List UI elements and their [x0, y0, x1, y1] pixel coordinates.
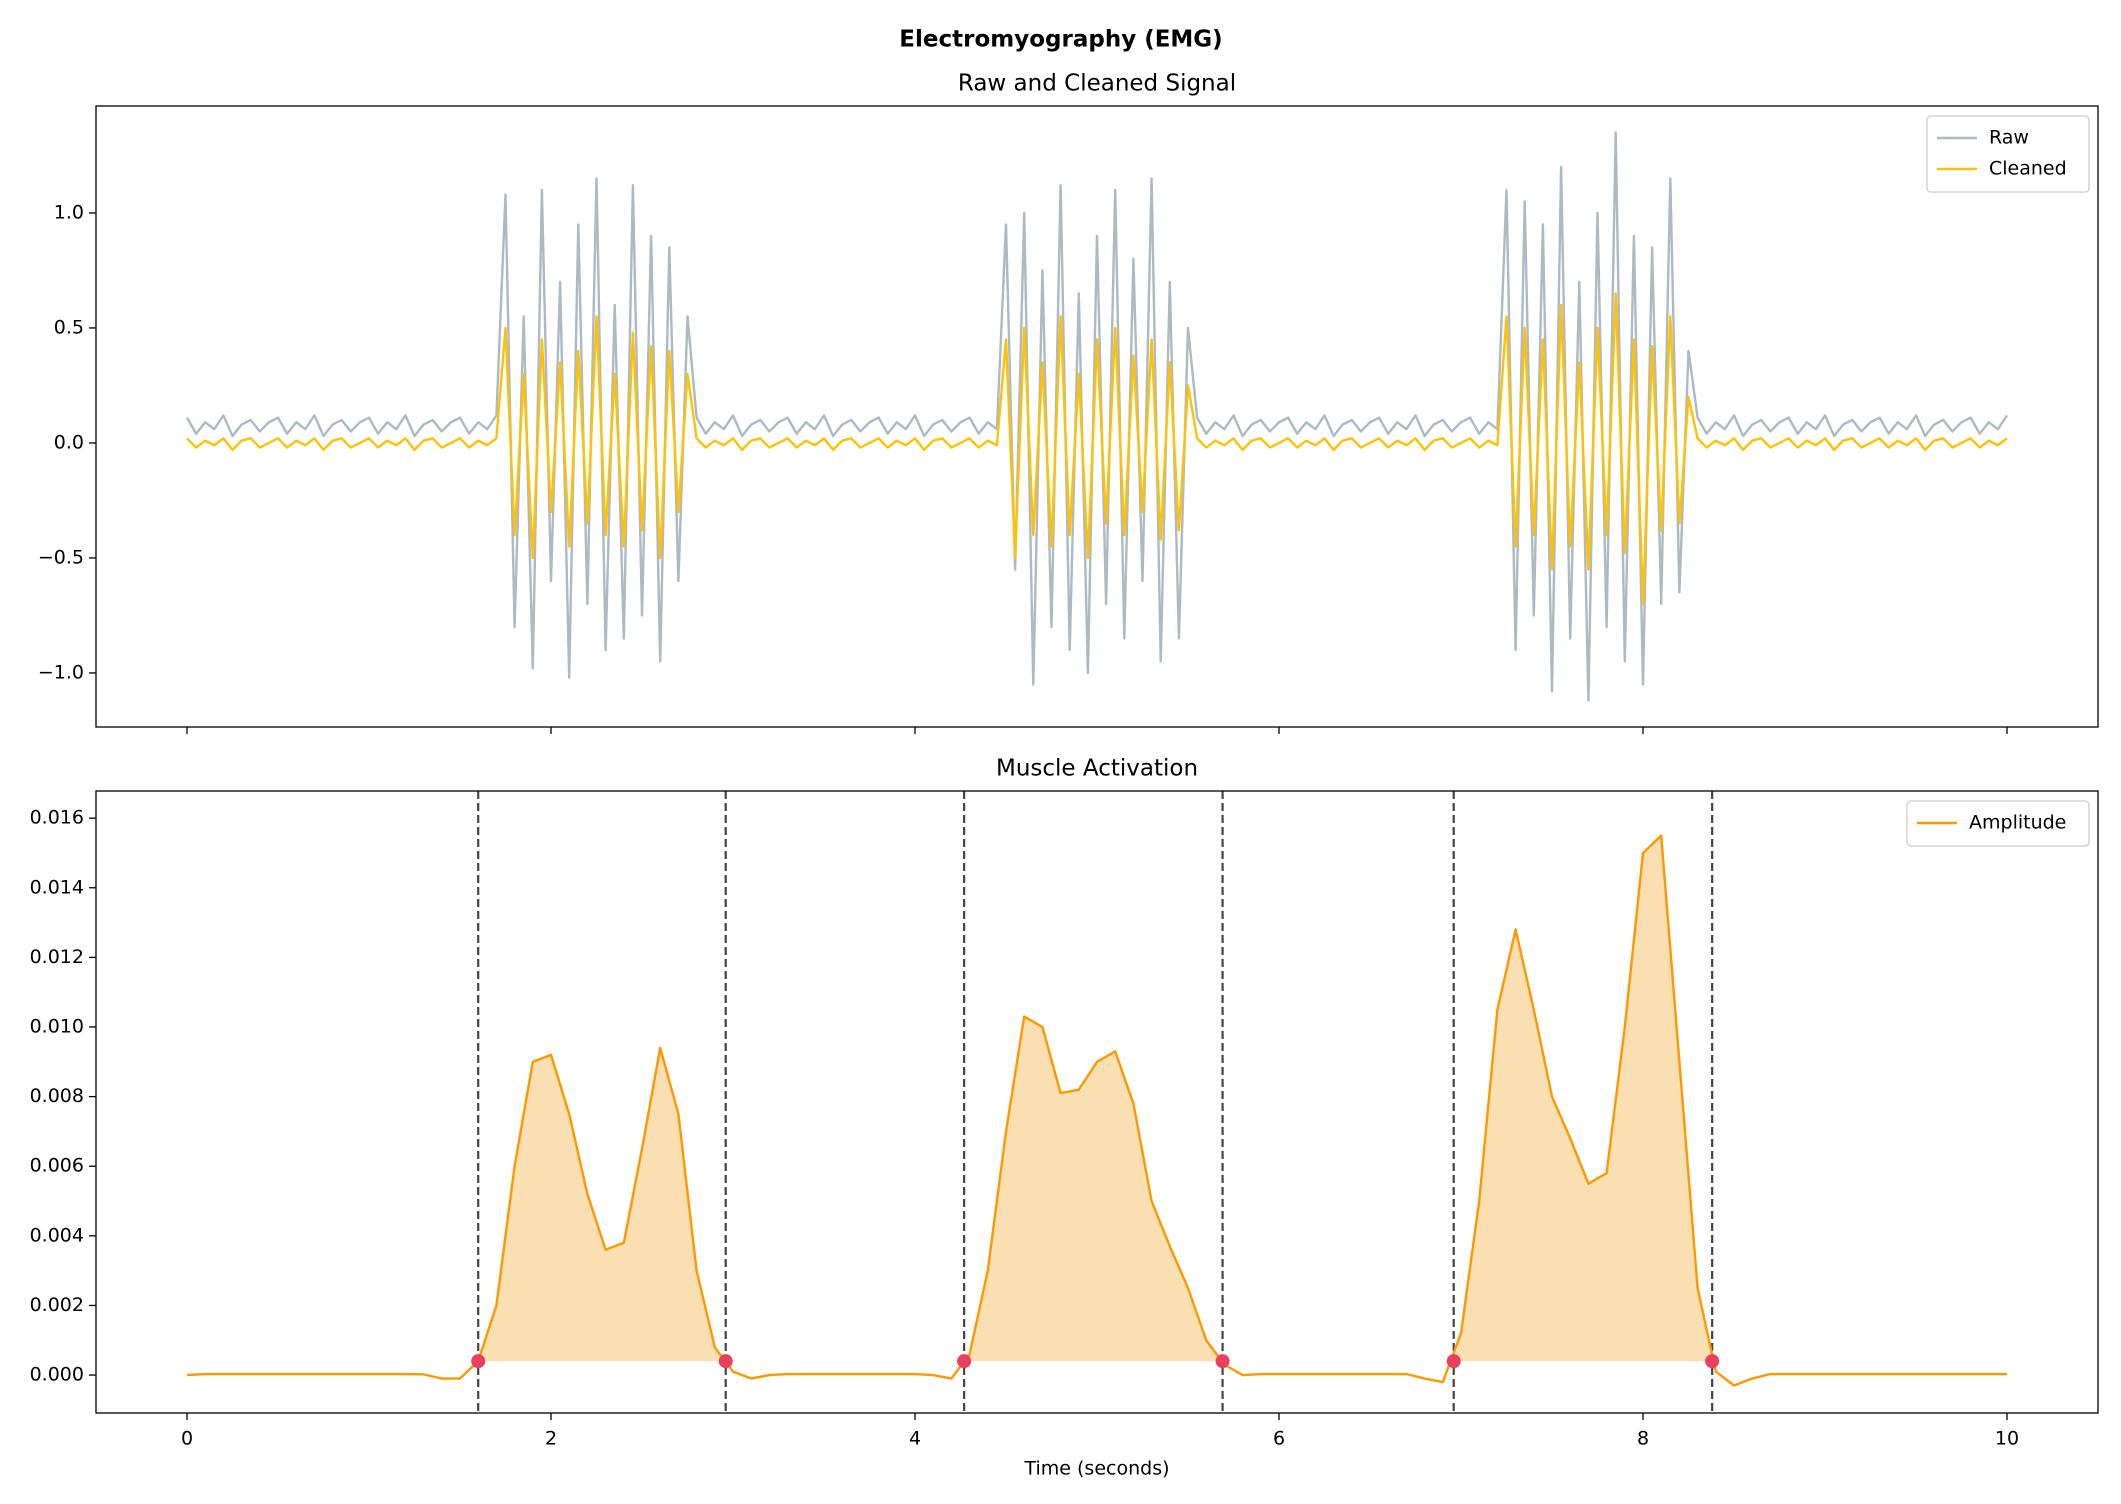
- y-tick-label: 0.002: [30, 1294, 84, 1316]
- legend-label: Raw: [1989, 127, 2029, 149]
- y-tick-label: −1.0: [38, 661, 84, 683]
- y-tick-label: 0.008: [30, 1085, 84, 1107]
- y-tick-label: 1.0: [54, 201, 84, 223]
- onset-marker: [957, 1354, 972, 1369]
- onset-marker: [1446, 1354, 1461, 1369]
- activation-fill: [964, 1016, 1223, 1362]
- activation-fill: [1453, 835, 1713, 1362]
- y-tick-label: 0.010: [30, 1015, 84, 1037]
- y-tick-label: 0.012: [30, 946, 84, 968]
- activation-fill: [478, 1047, 726, 1362]
- x-tick-label: 10: [1995, 1428, 2019, 1450]
- legend-box: [1926, 115, 2090, 193]
- series-line: [186, 834, 2007, 1387]
- x-tick-label: 8: [1637, 1428, 1649, 1450]
- subplot-title: Muscle Activation: [996, 756, 1198, 782]
- series-line: [185, 131, 2009, 702]
- y-tick-label: 0.006: [30, 1155, 84, 1177]
- y-tick-label: 0.016: [30, 807, 84, 829]
- onset-marker: [718, 1354, 733, 1369]
- x-tick-label: 6: [1273, 1428, 1285, 1450]
- subplot-title: Raw and Cleaned Signal: [958, 71, 1236, 97]
- y-tick-label: 0.0: [54, 431, 84, 453]
- legend-label: Amplitude: [1969, 812, 2066, 834]
- y-tick-label: 0.014: [30, 876, 84, 898]
- onset-marker: [1705, 1354, 1720, 1369]
- figure-title: Electromyography (EMG): [899, 27, 1222, 53]
- x-tick-label: 2: [545, 1428, 557, 1450]
- x-tick-label: 4: [909, 1428, 921, 1450]
- legend-box: [1906, 800, 2090, 847]
- onset-marker: [1215, 1354, 1230, 1369]
- series-line: [186, 292, 2008, 606]
- y-tick-label: 0.5: [54, 316, 84, 338]
- y-tick-label: 0.004: [30, 1224, 84, 1246]
- x-axis-label: Time (seconds): [1023, 1458, 1169, 1480]
- x-tick-label: 0: [181, 1428, 193, 1450]
- y-tick-label: 0.000: [30, 1364, 84, 1386]
- onset-marker: [471, 1354, 486, 1369]
- axes-frame: [95, 105, 2099, 728]
- axes-frame: [95, 790, 2099, 1414]
- plot-area: [186, 791, 2007, 1413]
- y-tick-label: −0.5: [38, 546, 84, 568]
- plot-area: [185, 131, 2009, 702]
- legend-label: Cleaned: [1989, 158, 2067, 180]
